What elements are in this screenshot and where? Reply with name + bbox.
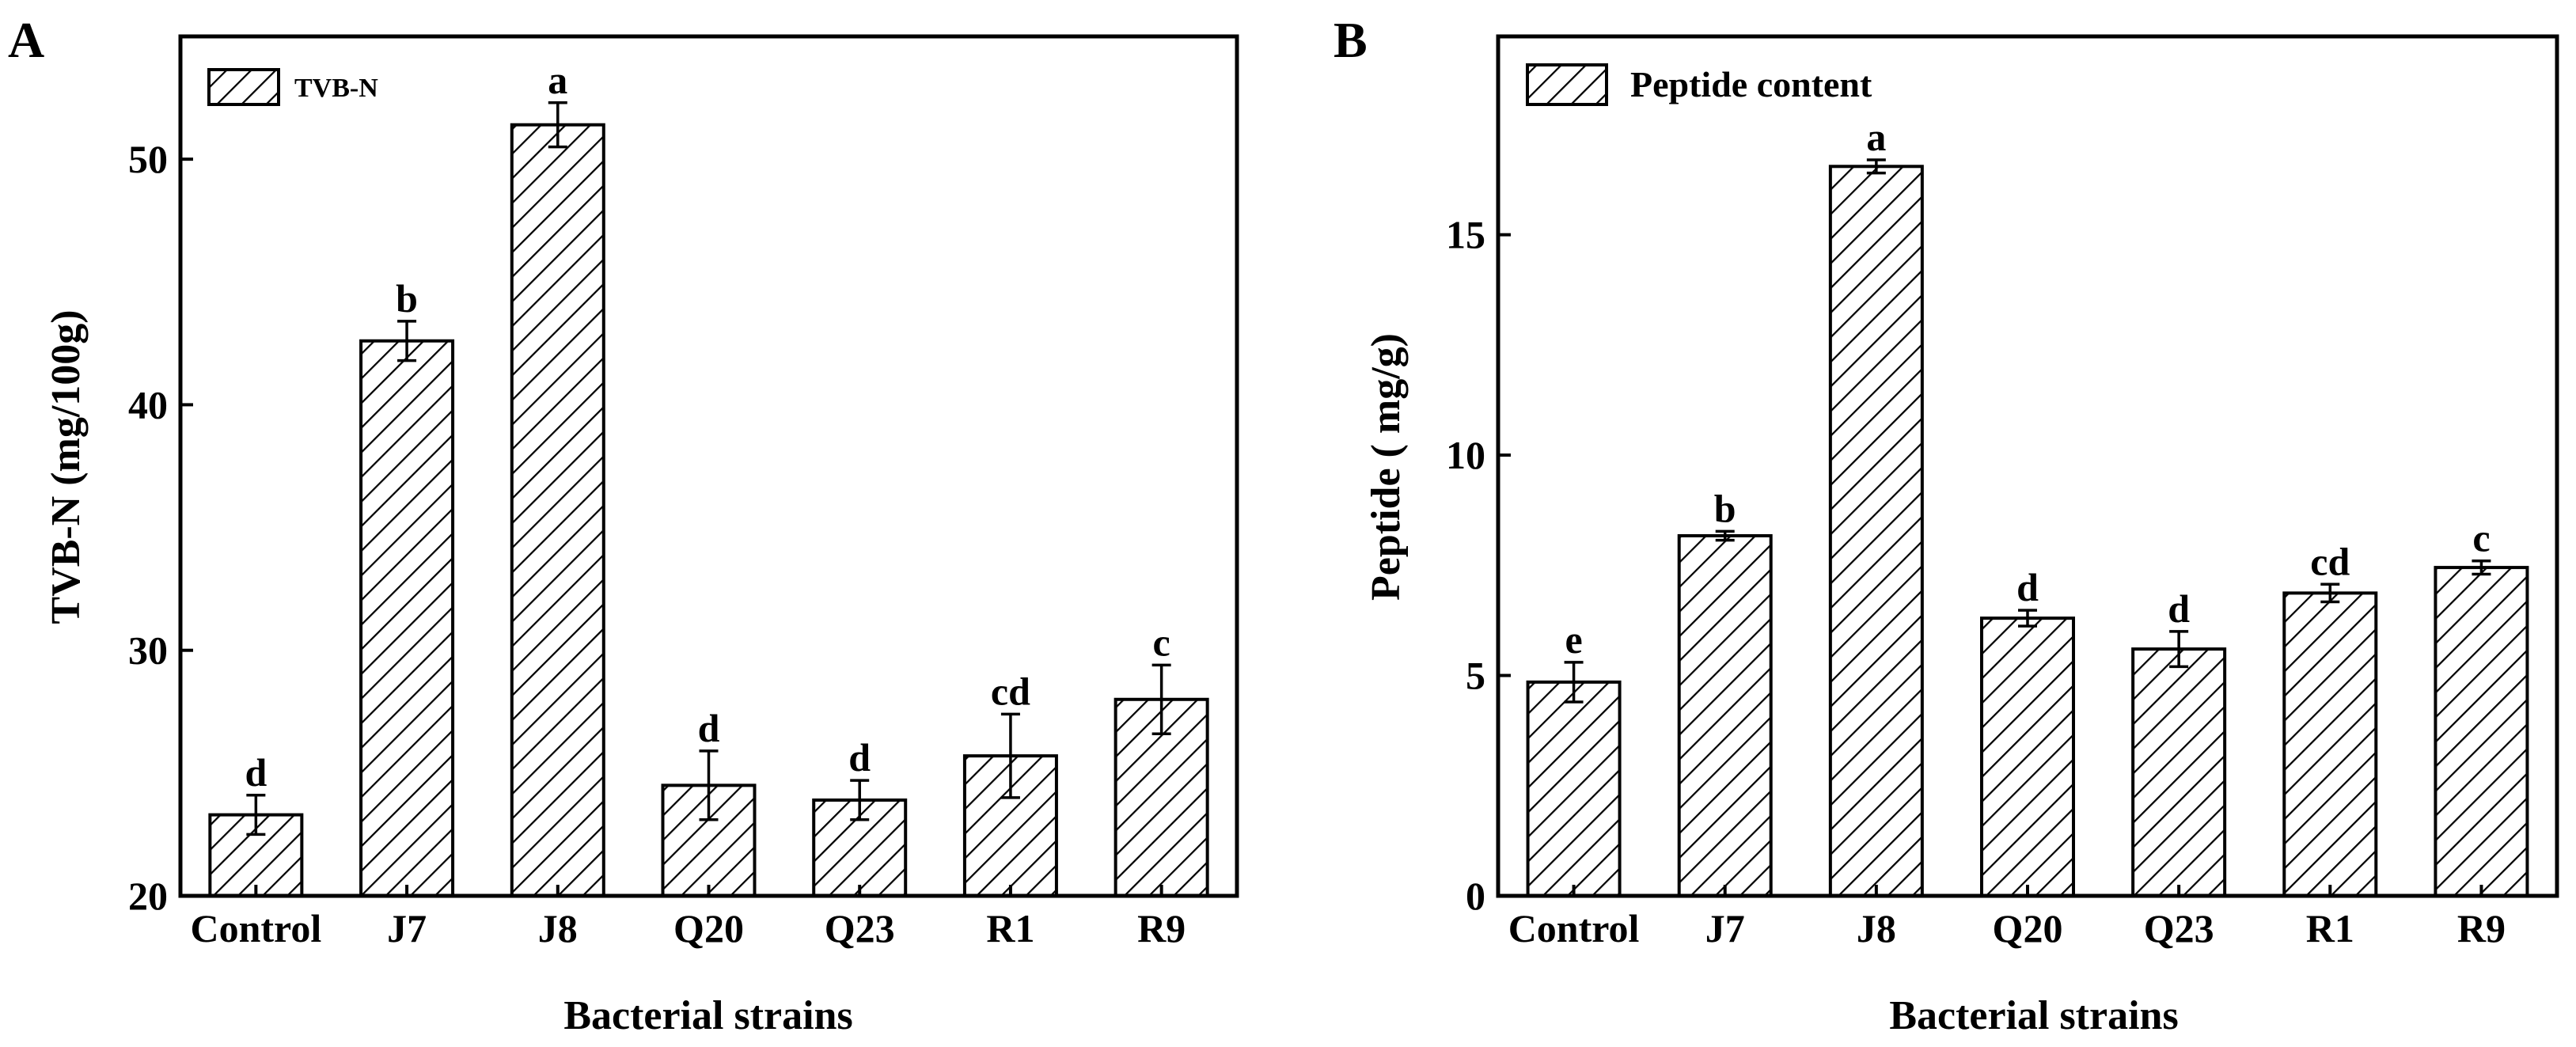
- panel-a-errorbar-r1: [1000, 712, 1020, 799]
- panel-b-errorbar-control: [1564, 661, 1584, 704]
- panel-a-significance-q20: d: [698, 706, 720, 750]
- panel-b-x-tick-label-j8: J8: [1857, 906, 1896, 950]
- panel-b-errorbar-j8: [1866, 158, 1886, 175]
- panel-a-bar-q20: [661, 783, 757, 897]
- panel-a-legend-swatch: [207, 68, 280, 106]
- panel-a-y-axis-title: TVB-N (mg/100g): [44, 309, 89, 624]
- panel-b-significance-j7: b: [1714, 486, 1736, 530]
- panel-b-errorbars: [1564, 158, 2491, 704]
- panel-a-x-axis-title: Bacterial strains: [563, 993, 852, 1038]
- panel-a-y-tick-label-30: 30: [128, 628, 168, 673]
- panel-a-plot-frame: [178, 34, 1239, 898]
- panel-a-significance-letters: d b a d d cd c: [245, 58, 1170, 795]
- panel-a-x-tick-label-control: Control: [190, 906, 321, 950]
- panel-a-legend: TVB-N: [207, 68, 378, 106]
- panel-b-significance-r1: cd: [2310, 539, 2350, 583]
- panel-b-label: B: [1334, 12, 1368, 68]
- panel-a-x-tick-label-j8: J8: [538, 906, 578, 950]
- panel-a-significance-r1: cd: [991, 669, 1030, 713]
- panel-a-errorbar-control: [246, 794, 266, 836]
- panel-b-x-axis: Control J7 J8 Q20 Q23 R1 R9: [1508, 885, 2506, 950]
- panel-a-errorbar-j8: [548, 101, 567, 149]
- panel-a-significance-control: d: [245, 750, 267, 795]
- panel-b-y-tick-label-0: 0: [1466, 874, 1485, 918]
- panel-b-significance-q23: d: [2168, 586, 2190, 631]
- panel-b-errorbar-q20: [2018, 609, 2037, 628]
- panel-b-errorbar-j7: [1715, 529, 1735, 542]
- panel-a-errorbar-r9: [1151, 663, 1171, 735]
- panel-a-y-axis: 20 30 40 50: [128, 137, 193, 918]
- panel-a-significance-j8: a: [548, 58, 567, 102]
- panel-b-significance-q20: d: [2016, 565, 2039, 609]
- panel-a-y-tick-label-20: 20: [128, 874, 168, 918]
- panel-a-x-tick-label-r1: R1: [986, 906, 1034, 950]
- panel-b-significance-control: e: [1565, 617, 1582, 662]
- panel-b-bar-j8: [1828, 165, 1924, 898]
- panel-b-significance-r9: c: [2472, 516, 2490, 560]
- panel-a-errorbars: [246, 101, 1171, 836]
- panel-b-bar-q20: [1980, 616, 2075, 898]
- panel-a-x-tick-label-q23: Q23: [825, 906, 895, 950]
- panel-b-y-tick-label-10: 10: [1446, 433, 1485, 477]
- panel-b-y-axis-title: Peptide ( mg/g): [1364, 333, 1409, 601]
- panel-a-bar-j7: [359, 339, 455, 897]
- panel-a-y-tick-label-40: 40: [128, 382, 168, 427]
- panel-b-legend: Peptide content: [1526, 63, 1872, 106]
- panel-b-y-axis: 0 5 10 15: [1446, 213, 1511, 918]
- panel-b-x-tick-label-r9: R9: [2457, 906, 2506, 950]
- panel-b-significance-letters: e b a d d cd c: [1565, 115, 2490, 662]
- panel-b-x-tick-label-control: Control: [1508, 906, 1640, 950]
- panel-a-errorbar-q20: [699, 749, 719, 821]
- panel-a-y-tick-label-50: 50: [128, 137, 168, 181]
- panel-b-bar-r1: [2282, 591, 2378, 897]
- panel-a-x-tick-label-q20: Q20: [673, 906, 744, 950]
- panel-b-x-tick-label-q23: Q23: [2144, 906, 2214, 950]
- panel-a-bar-j8: [510, 123, 605, 897]
- panel-b-x-axis-title: Bacterial strains: [1889, 993, 2178, 1038]
- panel-b-y-tick-label-5: 5: [1466, 654, 1485, 698]
- panel-a-chart: A d b a d d cd c 20 30 40 50 Control J7 J8 Q20 Q23 R1 R…: [8, 12, 1239, 1038]
- panel-a-x-axis: Control J7 J8 Q20 Q23 R1 R9: [190, 885, 1186, 950]
- panel-a-significance-r9: c: [1153, 620, 1170, 664]
- panel-b-x-tick-label-r1: R1: [2306, 906, 2354, 950]
- panel-a-significance-j7: b: [396, 276, 418, 321]
- panel-b-bars: [1526, 165, 2529, 898]
- panel-b-bar-q23: [2131, 647, 2227, 897]
- panel-a-x-tick-label-j7: J7: [387, 906, 427, 950]
- panel-b-errorbar-q23: [2169, 630, 2189, 669]
- panel-b-bar-r9: [2434, 566, 2529, 897]
- panel-b-errorbar-r9: [2472, 559, 2491, 576]
- panel-b-errorbar-r1: [2320, 582, 2340, 604]
- panel-a-label: A: [8, 12, 44, 68]
- panel-b-x-tick-label-q20: Q20: [1993, 906, 2063, 950]
- panel-b-bar-j7: [1677, 533, 1773, 897]
- panel-b-y-tick-label-15: 15: [1446, 213, 1485, 257]
- panel-a-errorbar-j7: [397, 320, 417, 362]
- panel-a-errorbar-q23: [850, 779, 870, 821]
- panel-b-significance-j8: a: [1866, 115, 1886, 159]
- panel-a-x-tick-label-r9: R9: [1137, 906, 1186, 950]
- panel-b-x-tick-label-j7: J7: [1705, 906, 1745, 950]
- panel-b-plot-frame: [1496, 34, 2559, 898]
- panel-b-legend-swatch: [1526, 63, 1608, 106]
- panel-b-bar-control: [1526, 680, 1622, 898]
- panel-a-legend-label: TVB-N: [294, 74, 378, 103]
- panel-a-significance-q23: d: [848, 735, 871, 780]
- panel-b-legend-label: Peptide content: [1630, 64, 1872, 104]
